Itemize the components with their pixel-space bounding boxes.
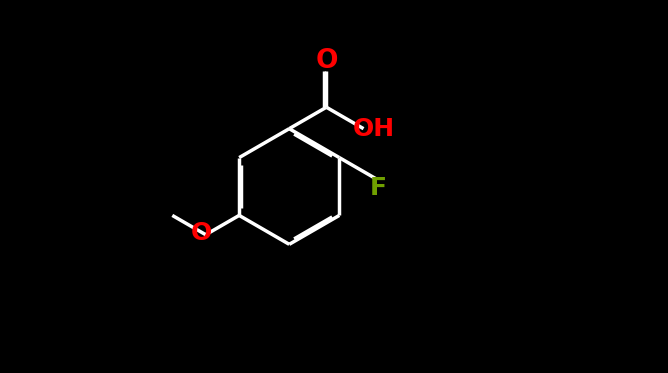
Text: O: O bbox=[190, 221, 212, 245]
Text: F: F bbox=[370, 176, 387, 200]
Text: OH: OH bbox=[353, 117, 395, 141]
Text: O: O bbox=[315, 48, 337, 75]
